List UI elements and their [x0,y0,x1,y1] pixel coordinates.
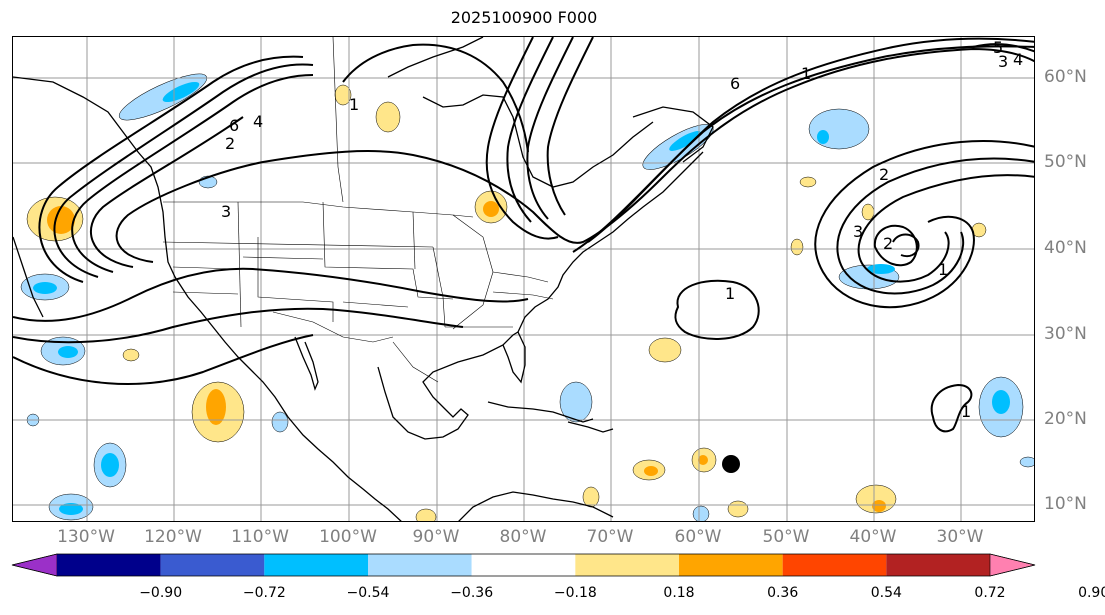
contour-label: 1 [801,64,811,83]
colorbar-segment [264,554,368,576]
colorbar-tick-label: −0.18 [553,585,597,601]
contour-label: 6 [730,74,740,93]
lat-label: 10°N [1044,494,1087,514]
contour-label: 3 [853,222,863,241]
colorbar-segment [782,554,887,576]
colorbar-tick-label: −0.72 [242,585,286,601]
anomaly-shading [20,73,1034,521]
map-title: 2025100900 F000 [450,8,598,27]
coastlines [13,37,714,521]
map-panel: 6 4 2 1 3 6 1 2 1 1 1 5 3 4 2 3 [12,36,1035,522]
graticule [13,37,1034,521]
lat-label: 50°N [1044,152,1087,172]
lon-label: 60°W [674,527,722,547]
contour-label: 6 [229,116,239,135]
lat-label: 60°N [1044,67,1087,87]
colorbar-tick-label: 0.72 [974,585,1006,601]
lon-label: 50°W [762,527,810,547]
lat-label: 20°N [1044,409,1087,429]
contour-label: 2 [883,234,893,253]
colorbar-tick-label: 0.18 [663,585,695,601]
lat-label: 30°N [1044,324,1087,344]
colorbar-segment [575,554,679,576]
lat-label: 40°N [1044,238,1087,258]
contour-label: 1 [938,260,948,279]
colorbar-tick-label: 0.54 [870,585,902,601]
lon-label: 90°W [412,527,460,547]
contour-label: 1 [725,284,735,303]
lon-label: 40°W [849,527,897,547]
contour-label: 4 [1013,50,1023,69]
contours [13,37,1034,433]
colorbar-extend-low [11,553,58,577]
colorbar [11,553,1036,577]
storm-marker [722,455,740,473]
colorbar-segment [57,554,161,576]
colorbar-tick-label: −0.90 [139,585,183,601]
lon-label: 70°W [586,527,634,547]
lon-label: 100°W [319,527,377,547]
colorbar-segment [160,554,265,576]
contour-label: 3 [221,202,231,221]
lon-label: 30°W [936,527,984,547]
contour-label: 2 [225,134,235,153]
colorbar-frame [11,553,1036,577]
colorbar-segment [886,554,990,576]
contour-label: 2 [879,165,889,184]
political-borders [162,37,554,383]
contour-label: 3 [998,52,1008,71]
map-canvas: 6 4 2 1 3 6 1 2 1 1 1 5 3 4 2 3 [13,37,1034,521]
colorbar-tick-label: −0.54 [346,585,390,601]
contour-label: 1 [961,402,971,421]
colorbar-tick-label: 0.36 [767,585,799,601]
contour-labels: 6 4 2 1 3 6 1 2 1 1 1 5 3 4 2 3 [221,38,1023,421]
colorbar-tick-label: −0.36 [450,585,494,601]
colorbar-extend-high [989,553,1036,577]
lon-label: 120°W [144,527,202,547]
colorbar-segment [679,554,783,576]
lon-label: 110°W [231,527,289,547]
colorbar-tick-label: 0.90 [1078,585,1105,601]
colorbar-segment [368,554,472,576]
lon-label: 80°W [499,527,547,547]
colorbar-segment [471,554,576,576]
contour-label: 1 [349,95,359,114]
contour-label: 5 [993,38,1003,57]
contour-label: 4 [253,112,263,131]
lon-label: 130°W [57,527,115,547]
